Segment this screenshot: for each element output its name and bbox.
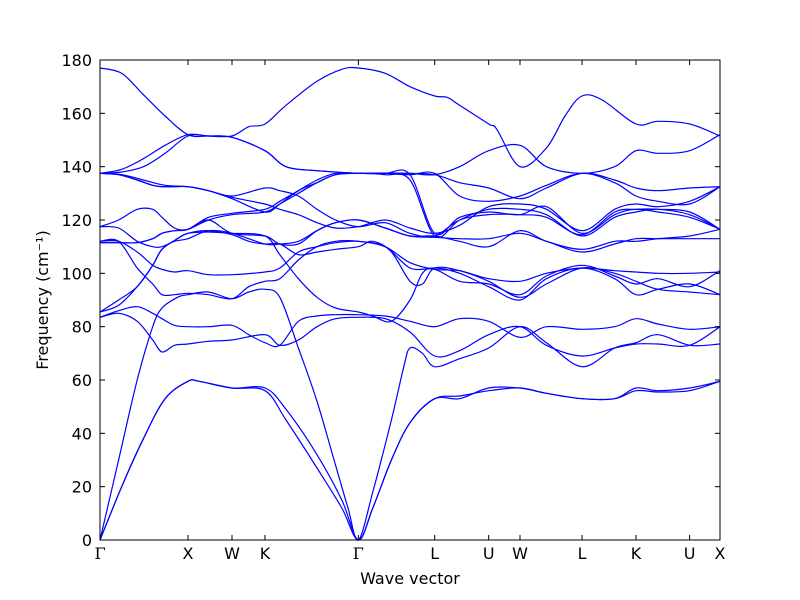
x-tick-label: L bbox=[430, 544, 439, 563]
band-line-1 bbox=[99, 379, 721, 541]
x-tick-label: L bbox=[578, 544, 587, 563]
x-axis-label: Wave vector bbox=[360, 569, 460, 588]
x-tick-label: U bbox=[483, 544, 495, 563]
band-line-11 bbox=[99, 207, 721, 250]
x-tick-label: Γ bbox=[353, 544, 364, 563]
band-line-4 bbox=[99, 312, 721, 358]
band-line-8 bbox=[99, 239, 721, 283]
band-line-17 bbox=[99, 171, 721, 213]
y-tick-label: 80 bbox=[72, 318, 92, 337]
x-tick-label: X bbox=[182, 544, 193, 563]
x-tick-label: K bbox=[260, 544, 271, 563]
band-line-9 bbox=[99, 238, 721, 300]
y-tick-label: 0 bbox=[82, 531, 92, 550]
y-tick-label: 140 bbox=[61, 158, 92, 177]
y-axis-label: Frequency (cm⁻¹) bbox=[33, 230, 52, 369]
band-line-18 bbox=[99, 66, 721, 168]
x-tick-label: W bbox=[224, 544, 240, 563]
x-tick-label: Γ bbox=[94, 544, 105, 563]
plot-frame bbox=[99, 59, 721, 541]
y-tick-label: 40 bbox=[72, 424, 92, 443]
y-tick-label: 120 bbox=[61, 211, 92, 230]
band-line-2 bbox=[99, 379, 721, 541]
y-tick-label: 180 bbox=[61, 51, 92, 70]
band-line-19 bbox=[99, 133, 721, 176]
y-tick-label: 100 bbox=[61, 264, 92, 283]
y-tick-label: 60 bbox=[72, 371, 92, 390]
band-line-15 bbox=[99, 172, 721, 234]
y-tick-label: 20 bbox=[72, 478, 92, 497]
band-line-16 bbox=[99, 134, 721, 200]
x-tick-label: U bbox=[684, 544, 696, 563]
band-lines-group bbox=[99, 66, 721, 541]
band-line-5 bbox=[99, 306, 721, 348]
x-tick-label: W bbox=[512, 544, 528, 563]
x-tick-label: X bbox=[715, 544, 726, 563]
x-tick-label: K bbox=[631, 544, 642, 563]
y-axis: 0 20 40 60 80 100 120 140 160 180 bbox=[61, 51, 720, 550]
y-tick-label: 160 bbox=[61, 104, 92, 123]
